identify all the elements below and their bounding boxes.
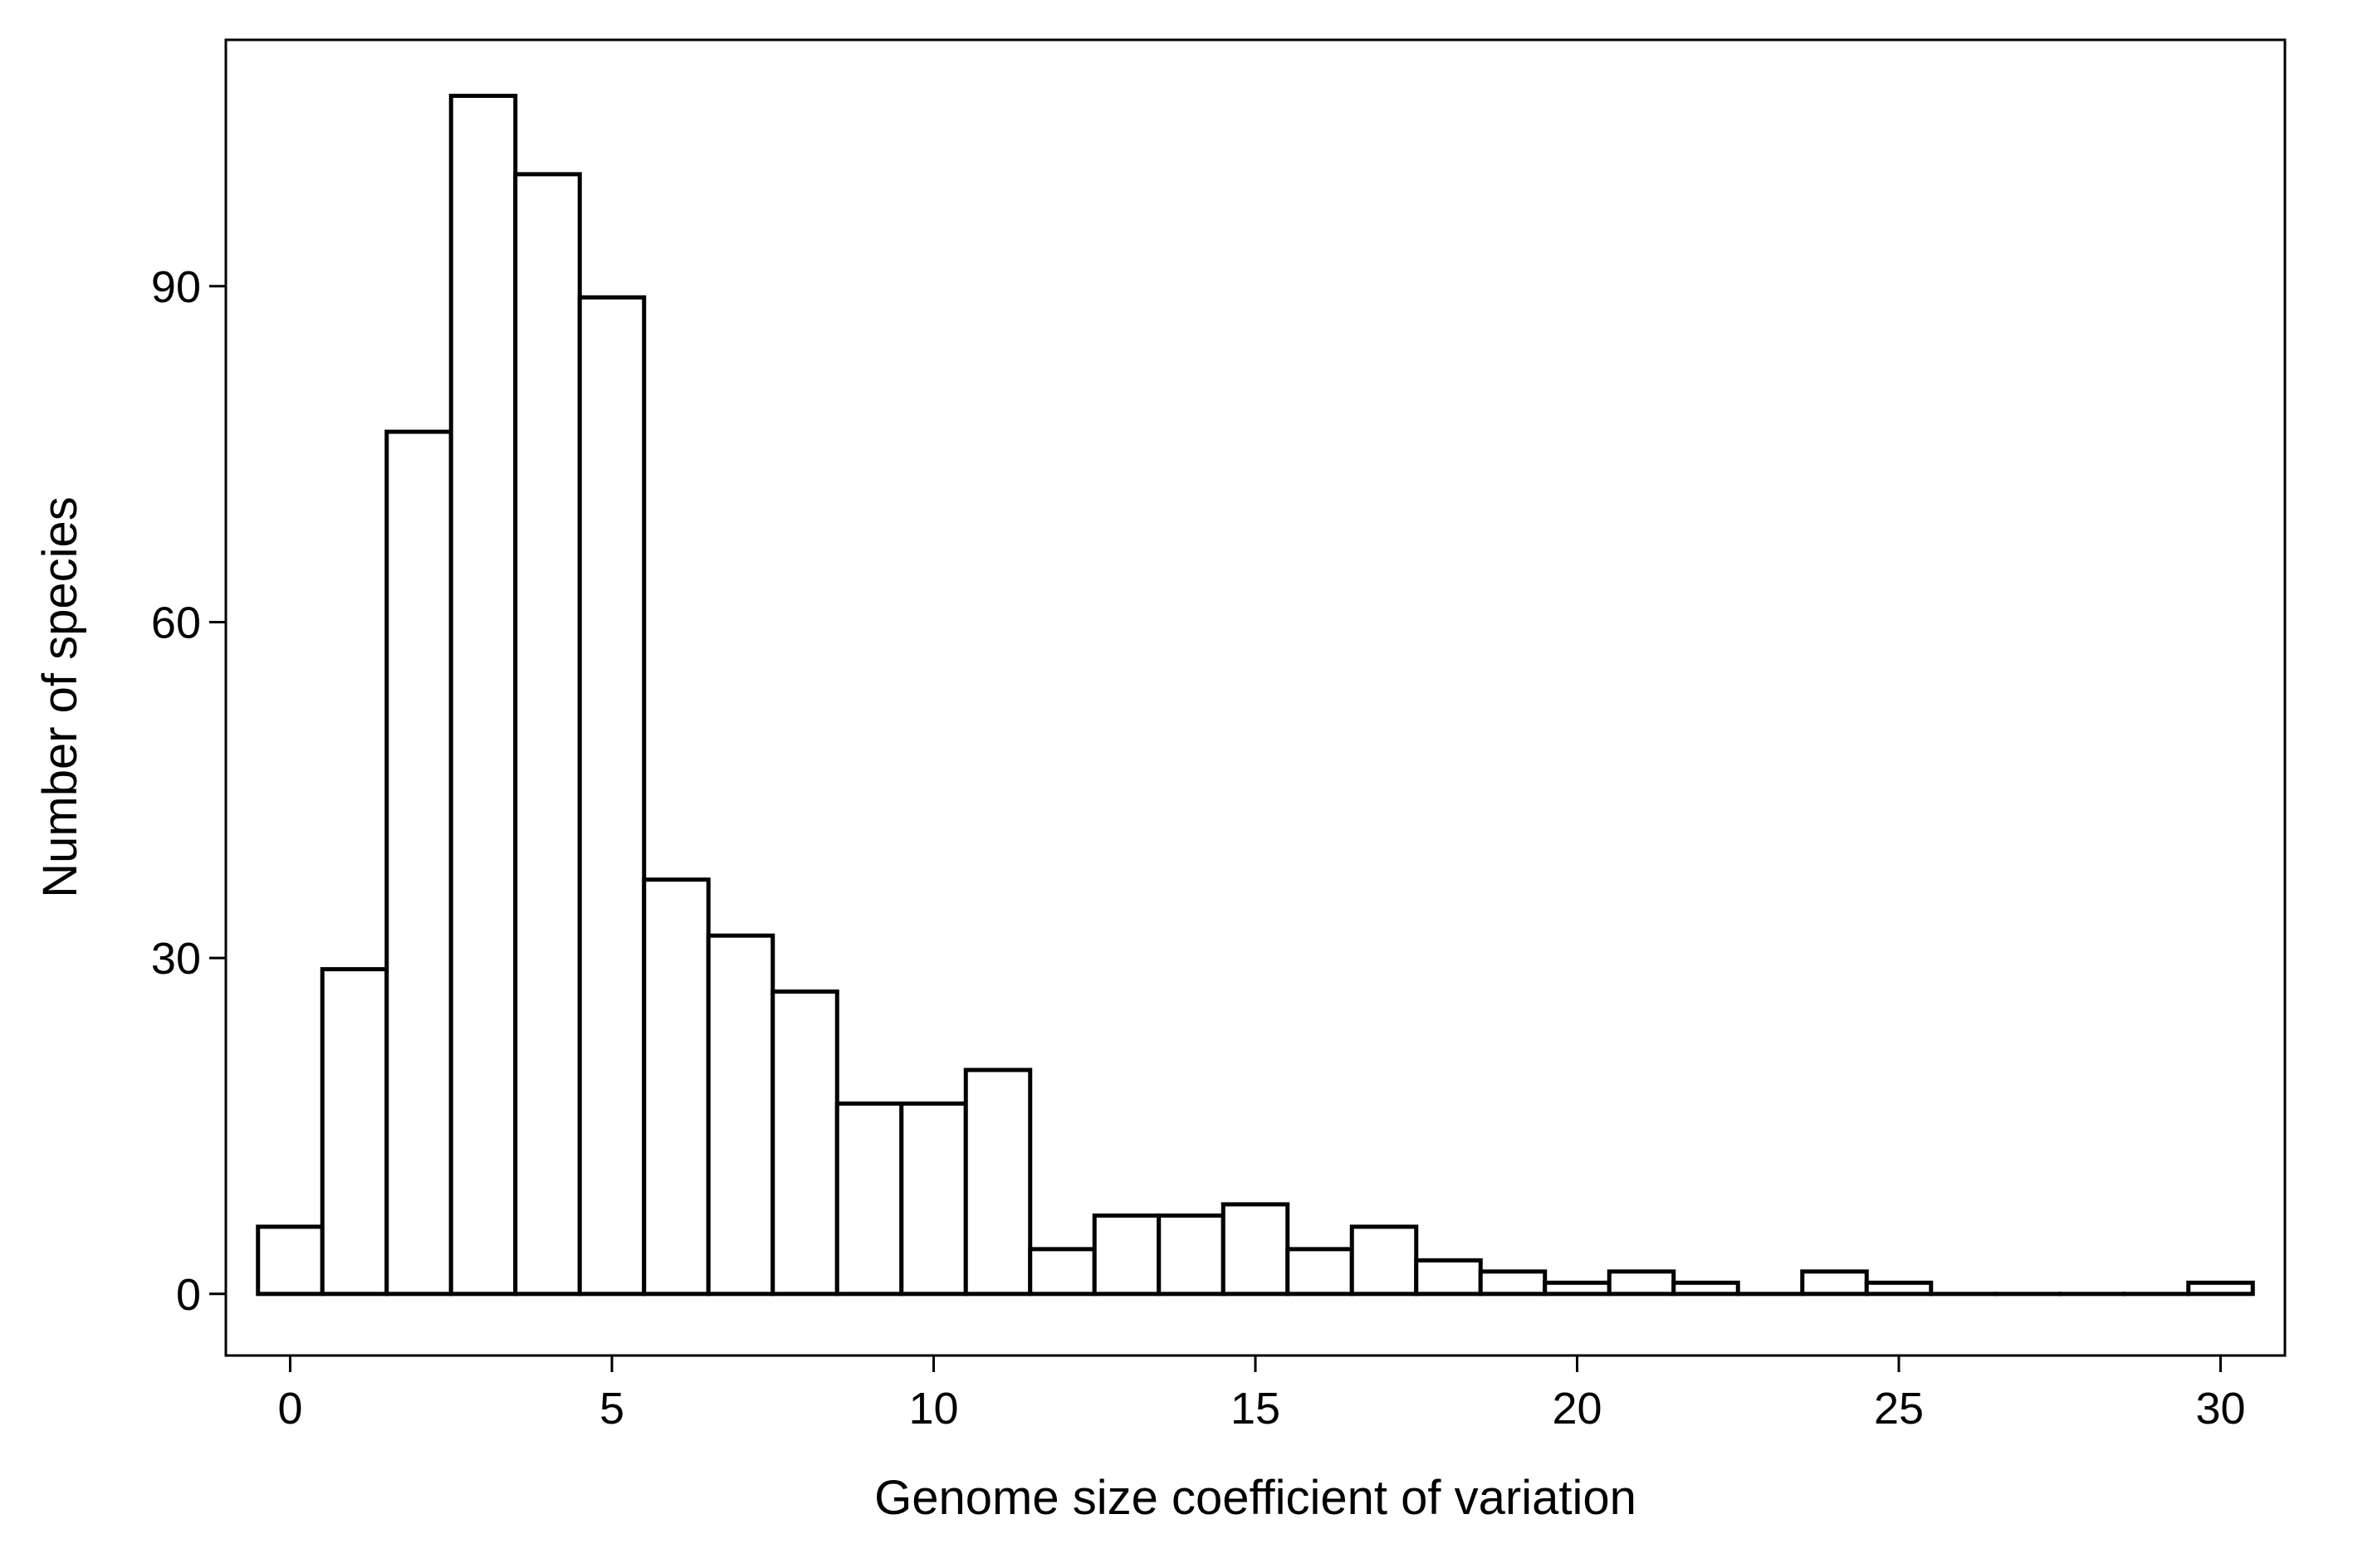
histogram-bar-7 [706,933,775,1297]
x-tick-label-30: 30 [2195,1384,2245,1434]
histogram-bar-5 [577,295,647,1297]
histogram-bar-30 [2186,1280,2255,1297]
histogram-bar-2 [384,429,453,1297]
histogram-bar-13 [1092,1213,1162,1297]
histogram-bar-1 [320,967,389,1297]
y-tick-label-30: 30 [151,934,201,984]
histogram-bar-17 [1349,1224,1419,1297]
histogram-bar-20 [1543,1280,1612,1297]
x-tick-label-25: 25 [1874,1384,1924,1434]
histogram-bar-18 [1414,1258,1483,1297]
histogram-bar-11 [963,1067,1033,1297]
histogram-bar-8 [770,989,839,1297]
y-tick-label-60: 60 [151,598,201,647]
histogram-bar-10 [899,1101,968,1297]
y-axis-ticks: 0 30 60 90 [151,262,226,1320]
y-tick-label-0: 0 [176,1270,201,1320]
histogram-bar-15 [1221,1202,1290,1297]
histogram-bar-0 [256,1224,325,1297]
histogram-bar-9 [834,1101,904,1297]
x-axis-ticks: 0 5 10 15 20 25 30 [277,1356,2246,1434]
histogram-bar-4 [513,172,582,1297]
histogram-bar-25 [1864,1280,1934,1297]
histogram-bar-22 [1671,1280,1740,1297]
histogram-bar-3 [448,93,518,1297]
bars-group [256,93,2255,1297]
y-tick-label-90: 90 [151,262,201,312]
histogram-bar-19 [1478,1269,1548,1297]
y-axis-title: Number of species [33,496,87,898]
x-tick-label-15: 15 [1230,1384,1280,1434]
histogram-bar-24 [1800,1269,1869,1297]
x-tick-label-0: 0 [277,1384,302,1434]
histogram-bar-12 [1028,1247,1097,1297]
histogram-bar-16 [1285,1247,1354,1297]
histogram-bar-21 [1607,1269,1676,1297]
x-tick-label-20: 20 [1552,1384,1602,1434]
x-tick-label-10: 10 [908,1384,958,1434]
histogram-bar-6 [642,877,711,1297]
x-tick-label-5: 5 [599,1384,624,1434]
histogram-bar-14 [1157,1213,1225,1297]
x-axis-title: Genome size coefficient of variation [874,1471,1636,1525]
